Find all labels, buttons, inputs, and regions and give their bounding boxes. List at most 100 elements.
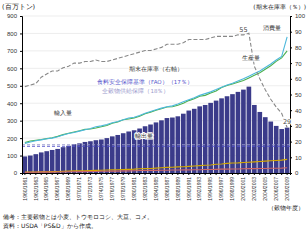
tick-mark	[20, 156, 22, 157]
tick: 1972/1973	[87, 173, 93, 201]
tick: 2002/2003	[251, 173, 257, 201]
bars	[23, 87, 290, 173]
tick: 1978/1979	[120, 173, 126, 201]
bar	[55, 149, 60, 173]
tick-mark	[134, 173, 135, 175]
tick	[248, 173, 249, 175]
tick-mark	[194, 173, 195, 175]
tick-label: 100	[295, 13, 306, 19]
tick	[30, 173, 31, 175]
tick-mark	[112, 173, 113, 175]
bar	[214, 101, 219, 173]
bar	[165, 118, 170, 173]
tick-label: 0	[295, 170, 299, 176]
tick: 2004/2005	[262, 173, 268, 201]
y2-axis-line	[291, 17, 293, 174]
tick-label: 400	[7, 101, 18, 107]
bar	[241, 90, 246, 173]
tick-mark	[290, 47, 292, 48]
reference-label: 食料安全保障基準（FAO）（17％）	[97, 78, 193, 86]
tick	[128, 173, 129, 175]
series-line	[25, 37, 287, 143]
tick-mark	[254, 173, 255, 175]
tick-label: 1986/1987	[164, 177, 170, 201]
tick-mark	[227, 173, 228, 175]
x-axis-line	[23, 174, 291, 176]
tick-label: 900	[7, 13, 18, 19]
tick-mark	[20, 68, 22, 69]
tick	[63, 173, 64, 175]
tick	[194, 173, 195, 175]
tick	[205, 173, 206, 175]
tick-mark	[188, 173, 189, 175]
tick-label: 1960/1961	[22, 177, 28, 201]
reference-line	[22, 146, 290, 147]
tick: 900	[7, 13, 22, 19]
bar	[279, 129, 284, 173]
tick-label: 60	[295, 76, 302, 82]
tick: 40	[290, 108, 302, 114]
tick	[172, 173, 173, 175]
tick-mark	[276, 173, 277, 175]
tick: 300	[7, 118, 22, 124]
tick: 800	[7, 31, 22, 37]
tick: 80	[290, 45, 302, 51]
tick: 1998/1999	[229, 173, 235, 201]
tick-label: 2004/2005	[262, 177, 268, 201]
tick-mark	[57, 173, 58, 175]
tick-mark	[290, 32, 292, 33]
tick-mark	[287, 173, 288, 175]
bar	[192, 109, 197, 173]
annotation: 55	[239, 26, 247, 34]
tick-mark	[128, 173, 129, 175]
tick-label: 600	[7, 66, 18, 72]
tick-mark	[290, 110, 292, 111]
bar	[197, 106, 202, 173]
tick-mark	[248, 173, 249, 175]
tick-mark	[106, 173, 107, 175]
tick: 200	[7, 136, 22, 142]
bar	[23, 156, 28, 173]
tick-label: 1998/1999	[229, 177, 235, 201]
tick-label: 1966/1967	[54, 177, 60, 201]
tick-label: 40	[295, 108, 302, 114]
tick: 500	[7, 83, 22, 89]
tick-label: 90	[295, 29, 302, 35]
grid-line	[22, 85, 290, 86]
tick-mark	[20, 173, 22, 174]
tick: 90	[290, 29, 302, 35]
bar	[225, 96, 230, 173]
y-axis-title: (百万トン)	[2, 3, 35, 11]
tick-label: 200	[7, 136, 18, 142]
tick-mark	[20, 33, 22, 34]
tick-mark	[243, 173, 244, 175]
tick-mark	[166, 173, 167, 175]
tick-mark	[290, 79, 292, 80]
tick: 1976/1977	[109, 173, 115, 201]
tick	[183, 173, 184, 175]
tick: 1974/1975	[98, 173, 104, 201]
tick-mark	[290, 63, 292, 64]
bar	[115, 135, 120, 173]
grid-line	[22, 16, 290, 17]
tick	[74, 173, 75, 175]
series-line	[25, 51, 287, 143]
bar	[274, 126, 279, 173]
tick-label: 1970/1971	[76, 177, 82, 201]
tick-mark	[20, 138, 22, 139]
tick-label: 2008/2009	[284, 177, 290, 201]
y-axis: 0100200300400500600700800900	[7, 13, 23, 176]
tick-label: 1996/1997	[218, 177, 224, 201]
tick-mark	[68, 173, 69, 175]
bar	[230, 94, 235, 173]
x-axis: 1960/19611962/19631964/19651966/19671968…	[22, 173, 291, 201]
y-axis-line	[20, 17, 23, 174]
tick-mark	[46, 173, 47, 175]
bar	[247, 87, 252, 173]
tick-label: 100	[7, 153, 18, 159]
tick-label: 1988/1989	[175, 177, 181, 201]
y2-axis-title: (期末在庫率（％）)	[253, 3, 306, 11]
tick-mark	[161, 173, 162, 175]
grid-line	[22, 33, 290, 34]
tick-label: 1994/1995	[207, 177, 213, 201]
